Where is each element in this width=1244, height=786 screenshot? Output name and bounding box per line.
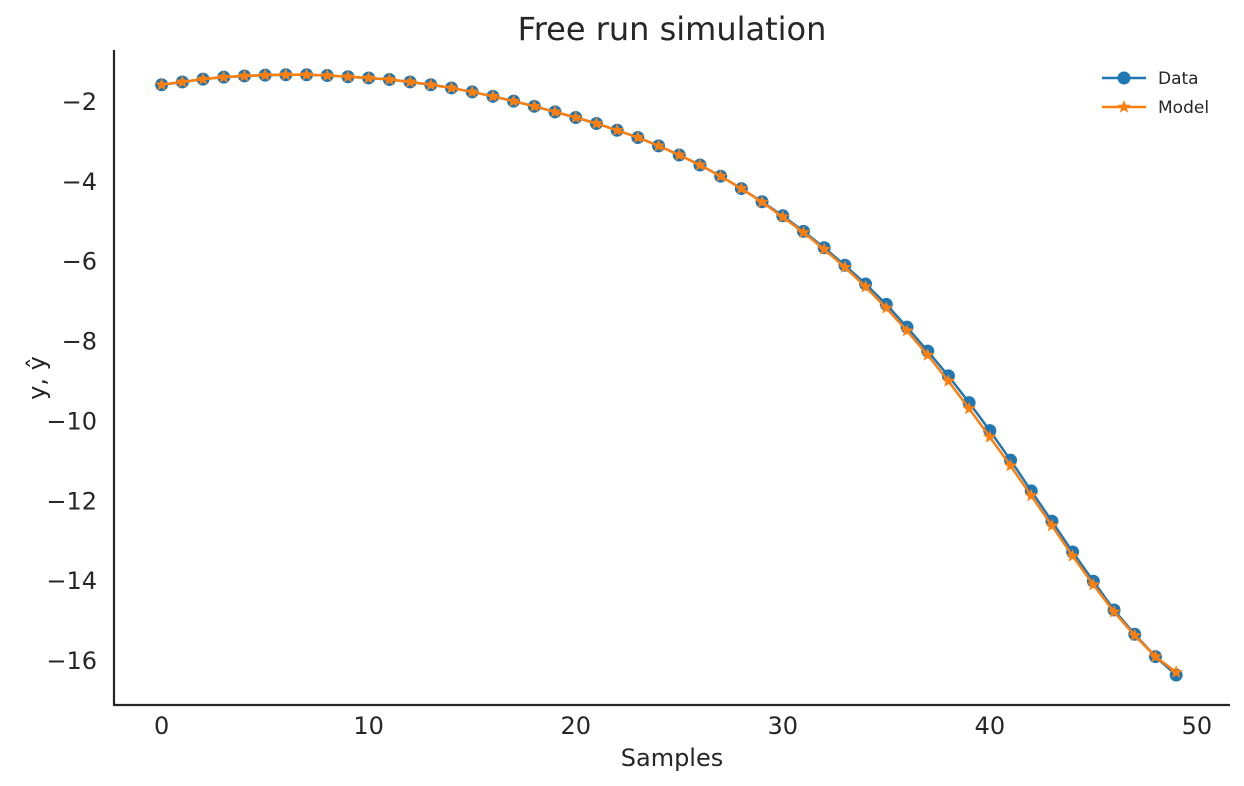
chart-title: Free run simulation <box>518 10 827 48</box>
model-point <box>1024 488 1038 502</box>
model-point <box>279 67 293 81</box>
model-point <box>1107 604 1121 618</box>
model-point <box>362 70 376 84</box>
x-tick-label: 40 <box>975 712 1006 740</box>
model-point <box>424 77 438 91</box>
model-point <box>196 72 210 85</box>
model-point <box>506 94 521 107</box>
model-point <box>403 74 417 88</box>
model-point <box>651 138 666 152</box>
model-point <box>796 225 811 239</box>
legend-model-marker-icon <box>1117 100 1131 113</box>
model-point <box>672 148 686 161</box>
y-tick-label: −8 <box>62 328 97 356</box>
model-point <box>486 89 500 102</box>
model-point <box>755 195 769 208</box>
model-point <box>610 123 624 136</box>
model-point <box>320 68 334 82</box>
y-tick-label: −16 <box>46 647 97 675</box>
series-model <box>154 67 1183 678</box>
model-point <box>714 169 728 182</box>
model-point <box>444 80 459 94</box>
model-point <box>341 69 355 83</box>
y-tick-label: −12 <box>46 487 97 515</box>
model-point <box>1045 518 1059 532</box>
legend-data-marker-icon <box>1117 71 1131 85</box>
model-point <box>631 130 645 144</box>
legend-model-label: Model <box>1158 98 1209 118</box>
model-point <box>858 279 873 293</box>
y-tick-label: −4 <box>62 168 97 196</box>
x-tick-label: 0 <box>154 712 169 740</box>
model-point <box>1003 458 1018 472</box>
model-point <box>1065 549 1080 562</box>
y-tick-label: −2 <box>62 88 97 116</box>
x-axis-label: Samples <box>621 744 724 772</box>
legend-item-model: Model <box>1102 98 1209 118</box>
y-tick-labels: −2 −4 −6 −8 −10 −12 −14 −16 <box>46 88 97 675</box>
model-point <box>1086 577 1100 591</box>
model-point <box>1128 628 1142 642</box>
model-point <box>838 260 852 273</box>
series-data-line <box>161 73 1177 676</box>
series-data <box>155 68 1183 682</box>
x-tick-labels: 0 10 20 30 40 50 <box>154 712 1212 740</box>
model-point <box>217 70 231 83</box>
x-tick-label: 30 <box>767 712 798 740</box>
model-point <box>983 430 997 443</box>
x-tick-label: 20 <box>560 712 591 740</box>
model-point <box>693 158 707 171</box>
model-point <box>817 242 831 255</box>
y-tick-label: −6 <box>62 248 97 276</box>
legend-item-data: Data <box>1102 69 1199 89</box>
model-point <box>237 68 252 82</box>
x-tick-label: 10 <box>353 712 384 740</box>
x-tick-label: 50 <box>1182 712 1213 740</box>
y-axis-label: y, ŷ <box>23 356 51 400</box>
model-point <box>879 301 893 314</box>
model-point <box>258 68 272 81</box>
legend: Data Model <box>1102 69 1209 118</box>
model-point <box>527 99 541 112</box>
model-point <box>921 348 935 361</box>
legend-data-label: Data <box>1158 69 1199 89</box>
model-point <box>1169 665 1183 678</box>
model-point <box>734 181 749 195</box>
model-point <box>589 116 604 130</box>
model-point <box>382 72 397 86</box>
y-tick-label: −14 <box>46 567 97 595</box>
model-point <box>175 74 189 88</box>
model-point <box>154 77 169 91</box>
model-point <box>900 323 914 337</box>
model-point <box>776 209 790 223</box>
model-point <box>299 67 314 81</box>
model-point <box>941 374 956 387</box>
plot-area: −2 −4 −6 −8 −10 −12 −14 −16 0 10 20 30 40 50 <box>46 50 1230 740</box>
series-layer <box>154 67 1183 682</box>
model-point <box>548 104 562 118</box>
y-tick-label: −10 <box>46 407 97 435</box>
model-point <box>962 401 976 415</box>
model-point <box>465 84 479 98</box>
series-model-line <box>161 73 1177 674</box>
model-point <box>569 110 583 124</box>
model-point <box>1148 649 1163 663</box>
